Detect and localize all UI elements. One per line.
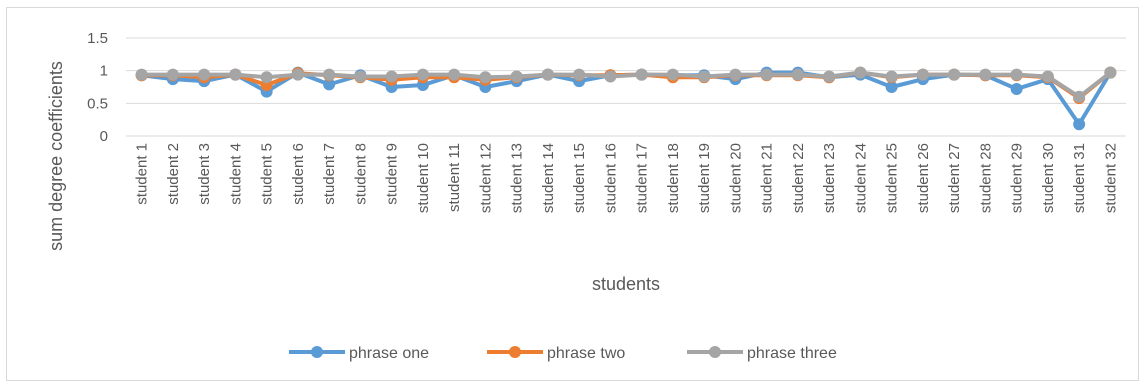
x-tick-label: student 1 bbox=[134, 143, 151, 205]
data-point bbox=[666, 68, 679, 81]
legend: phrase one phrase two phrase three bbox=[289, 345, 837, 362]
data-point bbox=[291, 68, 304, 81]
legend-swatch-marker bbox=[709, 346, 721, 358]
x-tick-label: student 13 bbox=[509, 143, 526, 213]
data-point bbox=[323, 68, 336, 81]
data-point bbox=[260, 71, 273, 84]
series-line bbox=[141, 70, 1112, 99]
x-tick-label: student 27 bbox=[946, 143, 963, 213]
x-tick-label: student 22 bbox=[790, 143, 807, 213]
data-point bbox=[604, 70, 617, 83]
y-tick-label: 1 bbox=[100, 63, 108, 80]
data-point bbox=[916, 68, 929, 81]
x-tick-label: student 30 bbox=[1040, 143, 1057, 213]
series-phrase-two bbox=[135, 66, 1117, 105]
data-point bbox=[135, 68, 148, 81]
legend-item: phrase three bbox=[687, 345, 837, 362]
x-tick-label: student 29 bbox=[1009, 143, 1026, 213]
data-point bbox=[541, 68, 554, 81]
x-tick-label: student 28 bbox=[977, 143, 994, 213]
x-tick-label: student 2 bbox=[165, 143, 182, 205]
x-tick-label: student 15 bbox=[571, 143, 588, 213]
data-point bbox=[354, 70, 367, 83]
series-layer bbox=[135, 66, 1117, 131]
data-point bbox=[823, 70, 836, 83]
series-phrase-three bbox=[135, 66, 1117, 103]
data-point bbox=[479, 71, 492, 84]
data-point bbox=[635, 68, 648, 81]
y-tick-label: 1.5 bbox=[87, 30, 108, 47]
data-point bbox=[448, 68, 461, 81]
x-tick-label: student 18 bbox=[665, 143, 682, 213]
data-point bbox=[385, 70, 398, 83]
data-point bbox=[1010, 82, 1023, 95]
legend-label: phrase two bbox=[547, 345, 625, 362]
data-point bbox=[948, 68, 961, 81]
x-tick-label: student 25 bbox=[884, 143, 901, 213]
x-tick-label: student 17 bbox=[634, 143, 651, 213]
data-point bbox=[885, 81, 898, 93]
data-point bbox=[166, 68, 179, 81]
x-tick-label: student 8 bbox=[352, 143, 369, 205]
data-point bbox=[1041, 70, 1054, 83]
y-tick-label: 0 bbox=[100, 128, 108, 145]
data-point bbox=[510, 70, 523, 83]
x-tick-label: student 26 bbox=[915, 143, 932, 213]
y-tick-labels: 0 0.5 1 1.5 bbox=[87, 30, 108, 145]
x-tick-label: student 14 bbox=[540, 143, 557, 213]
data-point bbox=[979, 68, 992, 81]
legend-item: phrase two bbox=[487, 345, 625, 362]
data-point bbox=[698, 70, 711, 83]
chart-frame bbox=[6, 7, 1139, 381]
x-tick-label: student 11 bbox=[446, 143, 463, 212]
data-point bbox=[729, 68, 742, 81]
data-point bbox=[885, 70, 898, 83]
x-tick-label: student 24 bbox=[852, 143, 869, 213]
x-tick-label: student 19 bbox=[696, 143, 713, 213]
series-line bbox=[141, 70, 1113, 127]
data-point bbox=[1073, 90, 1086, 103]
x-tick-label: student 21 bbox=[759, 143, 776, 213]
x-tick-label: student 20 bbox=[727, 143, 744, 213]
x-tick-labels: student 1 student 2 student 3 student 4 stud… bbox=[134, 143, 1120, 213]
data-point bbox=[323, 78, 336, 91]
legend-label: phrase three bbox=[747, 345, 837, 362]
data-point bbox=[1010, 68, 1023, 81]
x-tick-label: student 16 bbox=[602, 143, 619, 213]
y-axis-title: sum degree coefficients bbox=[46, 61, 66, 251]
y-tick-label: 0.5 bbox=[87, 95, 108, 112]
x-tick-label: student 9 bbox=[384, 143, 401, 205]
data-point bbox=[791, 68, 804, 81]
data-point bbox=[573, 68, 586, 81]
x-tick-label: student 12 bbox=[477, 143, 494, 213]
data-point bbox=[1104, 66, 1117, 79]
x-tick-label: student 5 bbox=[259, 143, 276, 205]
x-tick-label: student 7 bbox=[321, 143, 338, 205]
data-point bbox=[198, 68, 211, 81]
legend-label: phrase one bbox=[349, 345, 429, 362]
data-point bbox=[416, 68, 429, 81]
data-point bbox=[760, 68, 773, 81]
data-point bbox=[229, 68, 242, 81]
x-tick-label: student 10 bbox=[415, 143, 432, 213]
data-point bbox=[854, 66, 867, 79]
x-tick-label: student 6 bbox=[290, 143, 307, 205]
x-tick-label: student 4 bbox=[227, 143, 244, 205]
x-tick-label: student 31 bbox=[1071, 143, 1088, 213]
x-axis-title: students bbox=[592, 274, 660, 294]
legend-item: phrase one bbox=[289, 345, 429, 362]
legend-swatch-marker bbox=[509, 346, 521, 358]
x-tick-label: student 23 bbox=[821, 143, 838, 213]
x-tick-label: student 3 bbox=[196, 143, 213, 205]
x-tick-label: student 32 bbox=[1102, 143, 1119, 213]
legend-swatch-marker bbox=[311, 346, 323, 358]
data-point bbox=[1073, 118, 1086, 131]
